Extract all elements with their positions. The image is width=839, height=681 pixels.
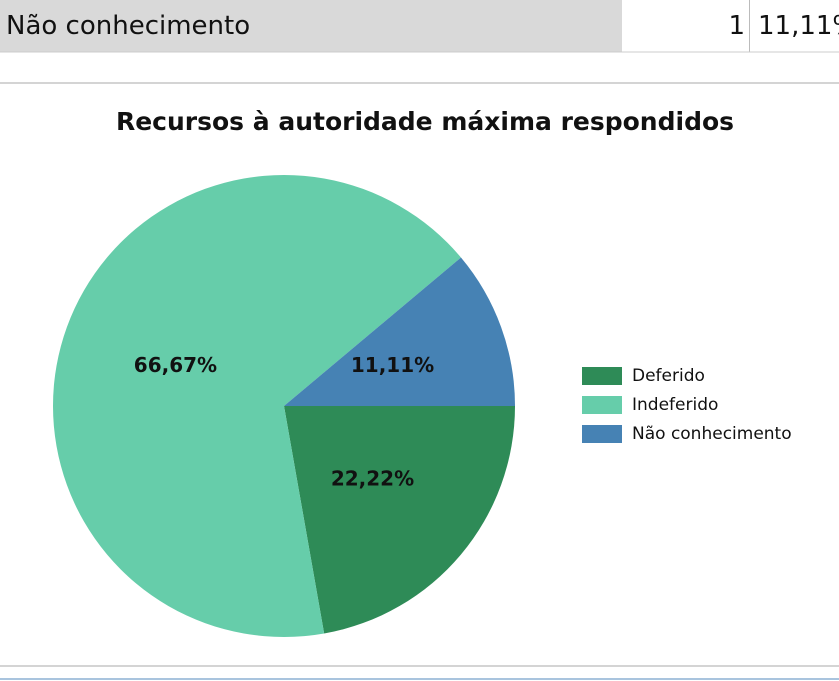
- table-cell: Não conhecimento: [0, 0, 622, 52]
- legend-label: Deferido: [632, 366, 705, 386]
- legend-label: Não conhecimento: [632, 424, 792, 444]
- data-label: 11,11%: [351, 353, 434, 377]
- pie-slice: [284, 257, 515, 406]
- pie-slice: [284, 406, 515, 634]
- table-cell: 11,11%: [754, 0, 839, 52]
- legend-swatch: [582, 396, 622, 414]
- data-label: 66,67%: [134, 353, 217, 377]
- pie-slice: [52, 174, 461, 638]
- legend-label: Indeferido: [632, 395, 718, 415]
- table-cell: 1: [624, 0, 750, 52]
- legend-swatch: [582, 425, 622, 443]
- data-label: 22,22%: [331, 467, 414, 491]
- legend-swatch: [582, 367, 622, 385]
- chart-title: Recursos à autoridade máxima respondidos: [116, 107, 734, 136]
